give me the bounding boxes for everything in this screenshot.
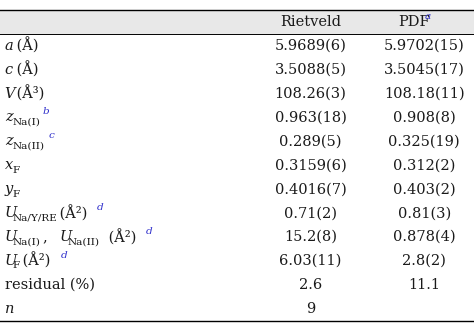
- Text: a: a: [424, 12, 431, 21]
- Text: 6.03(11): 6.03(11): [279, 254, 342, 268]
- Text: z: z: [5, 134, 12, 148]
- Text: y: y: [5, 182, 13, 196]
- Text: 5.9689(6): 5.9689(6): [274, 39, 346, 53]
- Text: 108.26(3): 108.26(3): [274, 87, 346, 101]
- Text: Na(II): Na(II): [12, 142, 45, 151]
- Text: 0.71(2): 0.71(2): [284, 206, 337, 220]
- Text: a: a: [5, 39, 13, 53]
- Text: 0.908(8): 0.908(8): [393, 111, 456, 125]
- Text: PDF: PDF: [398, 15, 430, 29]
- Text: 2.6: 2.6: [299, 278, 322, 292]
- Text: Na(II): Na(II): [67, 237, 99, 246]
- Text: residual (%): residual (%): [5, 278, 95, 292]
- Text: Rietveld: Rietveld: [280, 15, 341, 29]
- Text: U: U: [5, 206, 17, 220]
- Text: 5.9702(15): 5.9702(15): [384, 39, 465, 53]
- Text: F: F: [12, 261, 19, 270]
- Text: 2.8(2): 2.8(2): [402, 254, 446, 268]
- Text: 15.2(8): 15.2(8): [284, 230, 337, 244]
- Text: d: d: [61, 251, 67, 260]
- Text: c: c: [5, 63, 13, 77]
- Text: 0.3159(6): 0.3159(6): [274, 158, 346, 172]
- Text: U: U: [5, 230, 17, 244]
- Text: U: U: [5, 254, 17, 268]
- Text: x: x: [5, 158, 13, 172]
- Text: (Å³): (Å³): [12, 86, 45, 102]
- Text: Na/Y/RE: Na/Y/RE: [12, 214, 57, 222]
- Text: Na(I): Na(I): [12, 118, 40, 127]
- Text: 0.963(18): 0.963(18): [274, 111, 346, 125]
- Text: ,: ,: [43, 230, 52, 244]
- Text: Na(I): Na(I): [12, 237, 40, 246]
- Text: F: F: [12, 166, 19, 174]
- Text: d: d: [97, 203, 104, 212]
- Text: 108.18(11): 108.18(11): [384, 87, 465, 101]
- Text: 0.403(2): 0.403(2): [393, 182, 456, 196]
- Text: 0.325(19): 0.325(19): [388, 134, 460, 148]
- Text: (Å): (Å): [12, 62, 39, 78]
- Text: 3.5088(5): 3.5088(5): [274, 63, 346, 77]
- Text: d: d: [146, 227, 153, 236]
- Text: 9: 9: [306, 302, 315, 316]
- Text: c: c: [49, 131, 55, 140]
- Text: (Å²): (Å²): [104, 229, 136, 245]
- Text: 11.1: 11.1: [408, 278, 440, 292]
- Text: (Å): (Å): [12, 38, 39, 54]
- Text: (Å²): (Å²): [55, 205, 87, 221]
- Text: 0.878(4): 0.878(4): [393, 230, 456, 244]
- Text: 3.5045(17): 3.5045(17): [384, 63, 465, 77]
- Text: z: z: [5, 111, 12, 125]
- Text: U: U: [60, 230, 72, 244]
- Text: b: b: [43, 107, 49, 116]
- Bar: [0, 10, 474, 34]
- Text: 0.289(5): 0.289(5): [279, 134, 342, 148]
- Text: (Å²): (Å²): [18, 253, 51, 269]
- Text: F: F: [12, 190, 19, 198]
- Text: 0.81(3): 0.81(3): [398, 206, 451, 220]
- Text: n: n: [5, 302, 14, 316]
- Text: V: V: [5, 87, 15, 101]
- Text: 0.312(2): 0.312(2): [393, 158, 456, 172]
- Text: 0.4016(7): 0.4016(7): [274, 182, 346, 196]
